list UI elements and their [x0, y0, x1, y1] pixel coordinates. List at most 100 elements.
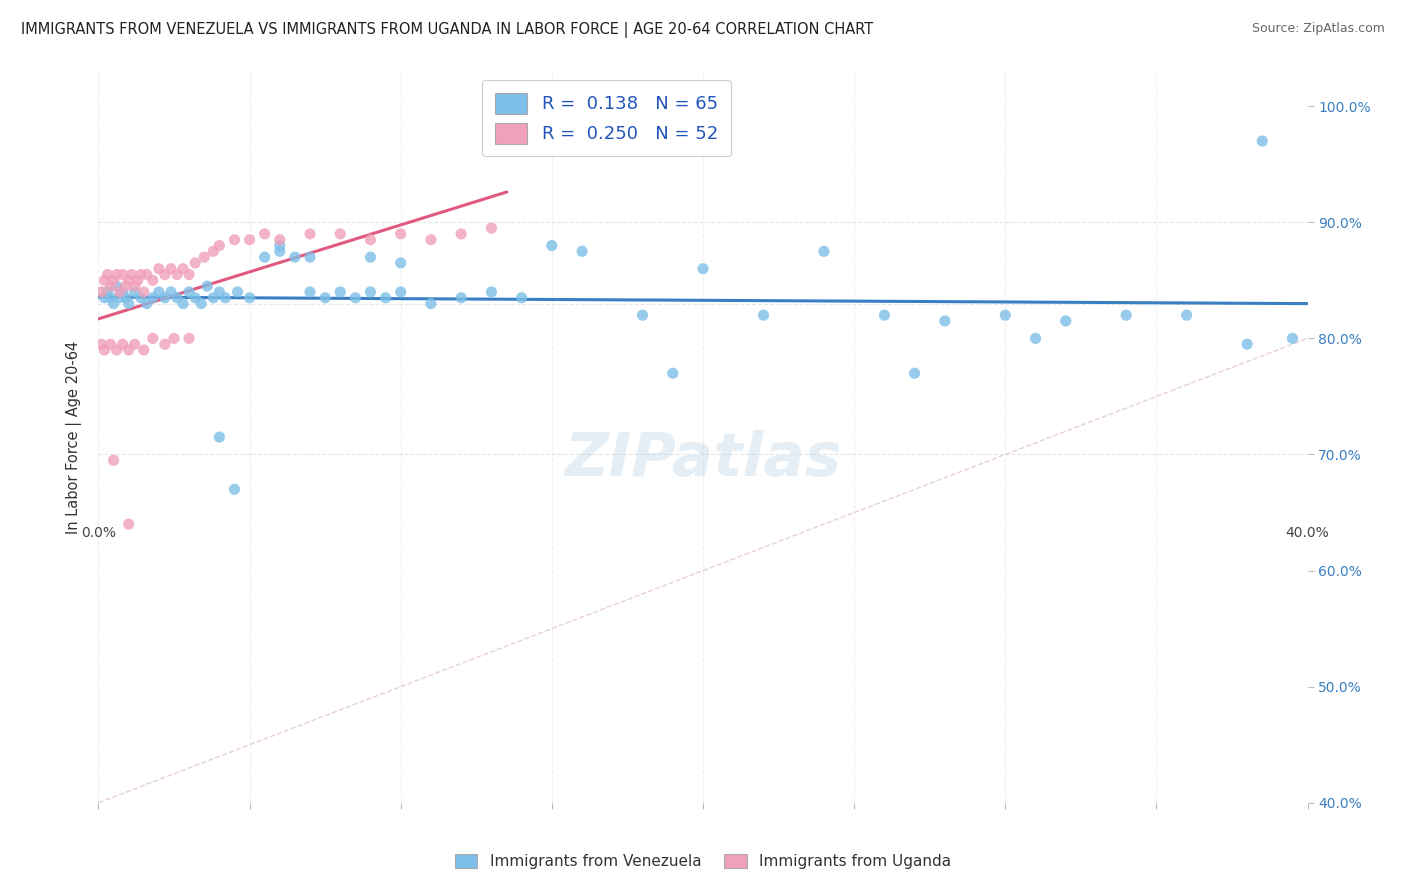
Point: [1236, 337, 1258, 351]
Y-axis label: In Labor Force | Age 20-64: In Labor Force | Age 20-64: [66, 341, 83, 533]
Point: [153, 291, 176, 305]
Point: [90, 285, 112, 299]
Point: [129, 268, 152, 282]
Point: [481, 285, 503, 299]
Point: [179, 285, 201, 299]
Point: [1175, 308, 1198, 322]
Point: [142, 273, 165, 287]
Point: [93, 343, 115, 357]
Text: Source: ZipAtlas.com: Source: ZipAtlas.com: [1251, 22, 1385, 36]
Point: [420, 296, 443, 310]
Point: [142, 331, 165, 345]
Point: [118, 517, 141, 532]
Point: [360, 250, 382, 264]
Point: [114, 291, 136, 305]
Point: [118, 343, 141, 357]
Point: [184, 256, 207, 270]
Point: [1024, 331, 1046, 345]
Point: [752, 308, 775, 322]
Point: [118, 296, 141, 310]
Point: [208, 238, 231, 252]
Point: [100, 337, 122, 351]
Point: [93, 291, 115, 305]
Point: [179, 331, 201, 345]
Point: [114, 279, 136, 293]
Point: [208, 285, 231, 299]
Point: [420, 233, 443, 247]
Point: [224, 233, 246, 247]
Point: [153, 337, 176, 351]
Point: [184, 291, 207, 305]
Point: [121, 268, 143, 282]
Point: [135, 296, 157, 310]
Point: [224, 483, 246, 497]
Point: [239, 233, 262, 247]
Point: [299, 227, 322, 241]
Point: [1115, 308, 1137, 322]
Point: [100, 291, 122, 305]
Point: [1054, 314, 1077, 328]
Point: [269, 233, 291, 247]
Point: [105, 279, 128, 293]
Point: [239, 291, 262, 305]
Point: [127, 273, 149, 287]
Point: [124, 279, 146, 293]
Point: [190, 296, 212, 310]
Point: [142, 291, 165, 305]
Text: ZIPatlas: ZIPatlas: [564, 430, 842, 489]
Point: [105, 268, 128, 282]
Point: [994, 308, 1017, 322]
Point: [148, 261, 170, 276]
Text: 40.0%: 40.0%: [1285, 526, 1330, 541]
Point: [314, 291, 336, 305]
Point: [450, 227, 472, 241]
Point: [344, 291, 367, 305]
Point: [105, 343, 128, 357]
Point: [195, 279, 218, 293]
Text: 0.0%: 0.0%: [82, 526, 115, 541]
Point: [692, 261, 714, 276]
Point: [540, 238, 562, 252]
Legend: R =  0.138   N = 65, R =  0.250   N = 52: R = 0.138 N = 65, R = 0.250 N = 52: [482, 80, 731, 156]
Point: [100, 279, 122, 293]
Point: [172, 296, 194, 310]
Point: [103, 453, 125, 467]
Point: [96, 285, 118, 299]
Point: [253, 250, 276, 264]
Point: [389, 285, 412, 299]
Point: [90, 337, 112, 351]
Point: [299, 285, 322, 299]
Point: [163, 331, 186, 345]
Point: [93, 273, 115, 287]
Point: [96, 268, 118, 282]
Point: [1251, 134, 1274, 148]
Point: [124, 337, 146, 351]
Point: [329, 227, 352, 241]
Point: [360, 233, 382, 247]
Point: [166, 291, 188, 305]
Point: [631, 308, 654, 322]
Point: [450, 291, 472, 305]
Point: [111, 285, 134, 299]
Point: [103, 296, 125, 310]
Point: [389, 256, 412, 270]
Point: [111, 268, 134, 282]
Point: [214, 291, 236, 305]
Point: [129, 291, 152, 305]
Point: [329, 285, 352, 299]
Point: [108, 285, 131, 299]
Point: [135, 268, 157, 282]
Point: [148, 285, 170, 299]
Point: [179, 268, 201, 282]
Point: [904, 366, 927, 380]
Point: [873, 308, 896, 322]
Point: [661, 366, 683, 380]
Point: [202, 291, 225, 305]
Point: [118, 273, 141, 287]
Point: [284, 250, 307, 264]
Point: [160, 261, 183, 276]
Point: [172, 261, 194, 276]
Point: [132, 285, 155, 299]
Point: [108, 291, 131, 305]
Point: [202, 244, 225, 259]
